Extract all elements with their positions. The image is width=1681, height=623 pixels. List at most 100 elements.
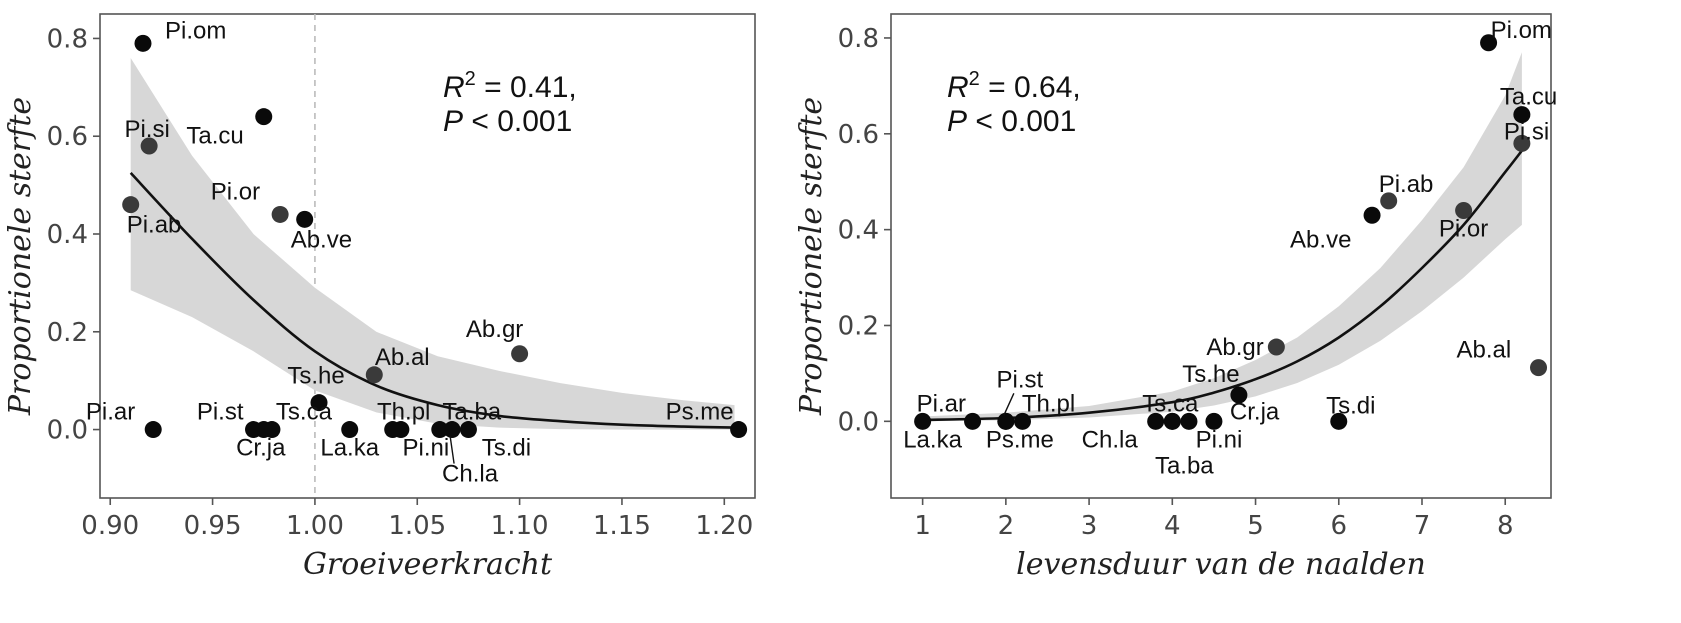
- x-tick-label: 1: [914, 511, 931, 541]
- r-squared-superscript: 2: [969, 68, 980, 90]
- data-point: [255, 108, 273, 126]
- data-point: [1180, 412, 1198, 430]
- data-point: [310, 394, 328, 412]
- data-point: [1014, 412, 1032, 430]
- x-tick-label: 4: [1164, 511, 1181, 541]
- data-point: [134, 34, 152, 52]
- p-value: < 0.001: [463, 105, 572, 138]
- point-label: Pi.or: [1439, 215, 1488, 242]
- data-point: [296, 210, 314, 228]
- data-point: [365, 366, 383, 384]
- data-point: [140, 137, 158, 155]
- point-label: Cr.ja: [1230, 398, 1280, 425]
- y-tick-label: 0.2: [47, 318, 88, 348]
- point-label: Ts.he: [1182, 361, 1239, 388]
- point-label: Ts.ca: [276, 399, 333, 426]
- x-tick-label: 0.90: [81, 511, 139, 541]
- left-panel: 0.90 0.95 1.00 1.05 1.10 1.15 1.20 0.0 0.2 0.4 0.6…: [3, 13, 756, 582]
- point-label: Ch.la: [442, 461, 499, 488]
- data-point: [1363, 206, 1381, 224]
- data-point: [1230, 386, 1248, 404]
- data-point: [443, 421, 461, 439]
- point-label: Ts.he: [287, 363, 344, 390]
- point-label: La.ka: [903, 426, 962, 453]
- point-label: Ab.ve: [291, 226, 352, 253]
- r-squared-annotation: R2 = 0.41,: [443, 68, 577, 104]
- point-label: Pi.or: [211, 178, 260, 205]
- data-point: [144, 421, 162, 439]
- point-label: Pi.ab: [127, 212, 182, 239]
- y-tick-label: 0.0: [838, 407, 879, 437]
- point-label: Th.pl: [377, 399, 430, 426]
- x-tick-label: 8: [1497, 511, 1514, 541]
- point-label: Pi.si: [1504, 118, 1549, 145]
- y-tick-label: 0.6: [47, 122, 88, 152]
- point-label: Pi.ar: [917, 390, 966, 417]
- y-axis-title: Proportionele sterfte: [794, 97, 829, 416]
- point-label: Ab.al: [1457, 337, 1512, 364]
- point-label: Pi.om: [1491, 17, 1552, 44]
- data-point: [263, 421, 281, 439]
- data-point: [730, 421, 748, 439]
- x-tick-label: 6: [1330, 511, 1347, 541]
- x-tick-label: 5: [1247, 511, 1264, 541]
- y-tick-label: 0.8: [47, 24, 88, 54]
- data-point: [914, 412, 932, 430]
- point-label: Ta.ba: [442, 399, 501, 426]
- confidence-band: [922, 52, 1522, 422]
- y-tick-label: 0.2: [838, 311, 879, 341]
- data-point: [1330, 412, 1348, 430]
- point-label: Ps.me: [986, 426, 1054, 453]
- y-axis-title: Proportionele sterfte: [3, 97, 38, 416]
- data-point: [997, 412, 1015, 430]
- r-squared-value: = 0.64,: [980, 71, 1081, 104]
- p-value-annotation: P < 0.001: [443, 105, 572, 138]
- x-tick-label: 1.15: [593, 511, 651, 541]
- r-squared-superscript: 2: [465, 68, 476, 90]
- fit-line: [129, 172, 735, 429]
- r-squared-value: = 0.41,: [476, 71, 577, 104]
- point-label: Ts.di: [482, 435, 531, 462]
- point-label: Ab.gr: [466, 316, 523, 343]
- x-tick-label: 3: [1081, 511, 1098, 541]
- p-value: < 0.001: [967, 105, 1076, 138]
- point-label: Cr.ja: [236, 435, 286, 462]
- point-label: Th.pl: [1022, 390, 1075, 417]
- data-point: [1163, 412, 1181, 430]
- point-label: Ta.ba: [1155, 452, 1214, 479]
- x-tick-label: 1.10: [491, 511, 549, 541]
- r-squared-annotation: R2 = 0.64,: [947, 68, 1081, 104]
- y-tick-label: 0.0: [47, 416, 88, 446]
- point-label: Ta.cu: [1500, 84, 1557, 111]
- point-label: La.ka: [320, 435, 379, 462]
- data-point: [1205, 412, 1223, 430]
- x-tick-label: 2: [998, 511, 1015, 541]
- data-point: [511, 345, 529, 363]
- y-tick-label: 0.6: [838, 120, 879, 150]
- x-tick-label: 1.00: [286, 511, 344, 541]
- x-axis-title: Groeiveerkracht: [303, 547, 553, 582]
- data-point: [459, 421, 477, 439]
- point-label: Ta.cu: [186, 123, 243, 150]
- point-label: Ab.al: [375, 344, 430, 371]
- data-point: [964, 412, 982, 430]
- point-label: Ab.gr: [1206, 334, 1263, 361]
- y-tick-label: 0.4: [47, 220, 88, 250]
- x-tick-label: 0.95: [184, 511, 242, 541]
- data-point: [1455, 201, 1473, 219]
- label-leader-line: [449, 435, 455, 464]
- label-leader-line: [1003, 393, 1015, 416]
- y-tick-label: 0.8: [838, 24, 879, 54]
- r-squared-symbol: R: [443, 71, 465, 104]
- confidence-band: [130, 58, 735, 430]
- x-tick-label: 1.05: [388, 511, 446, 541]
- point-label: Ps.me: [666, 399, 734, 426]
- data-point: [1513, 106, 1531, 124]
- data-point: [1380, 192, 1398, 210]
- data-point: [341, 421, 359, 439]
- x-axis-title: levensduur van de naalden: [1016, 547, 1426, 582]
- p-symbol: P: [947, 105, 967, 138]
- p-value-annotation: P < 0.001: [947, 105, 1076, 138]
- right-panel: 1 2 3 4 5 6 7 8 0.0 0.2 0.4 0.6 0.8 levensduur van de…: [794, 13, 1557, 582]
